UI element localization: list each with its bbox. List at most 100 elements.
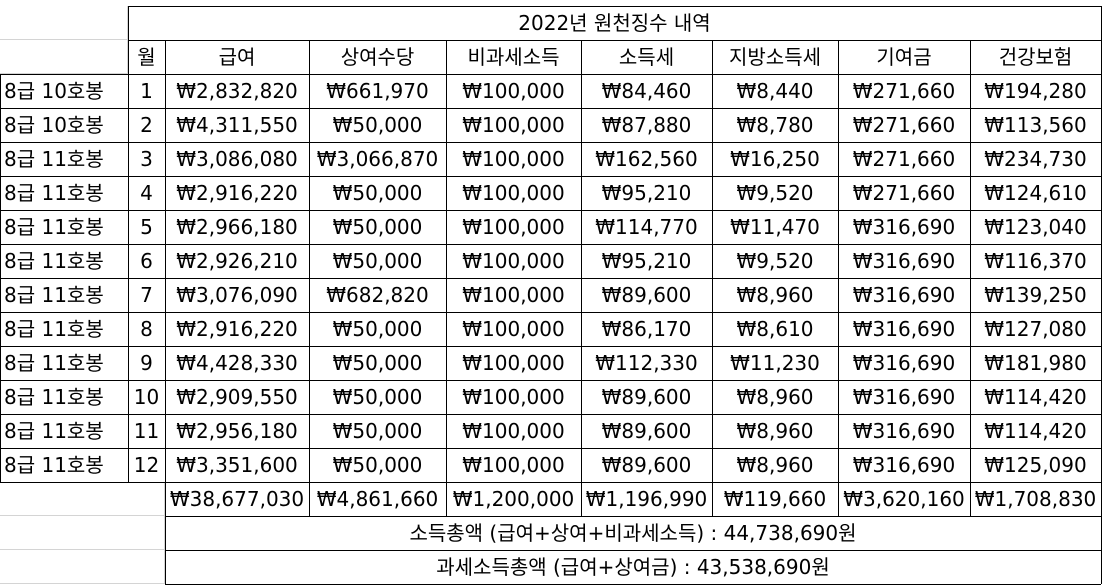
- total-cell[interactable]: ₩1,708,830: [974, 487, 1097, 511]
- column-header[interactable]: 기여금: [876, 45, 932, 69]
- value-cell[interactable]: ₩50,000: [332, 419, 423, 443]
- value-cell[interactable]: ₩100,000: [462, 181, 565, 205]
- value-cell[interactable]: ₩125,090: [984, 453, 1087, 477]
- column-header[interactable]: 비과세소득: [467, 45, 560, 69]
- value-cell[interactable]: ₩3,351,600: [176, 453, 298, 477]
- value-cell[interactable]: ₩9,520: [736, 181, 814, 205]
- value-cell[interactable]: ₩100,000: [462, 283, 565, 307]
- value-cell[interactable]: ₩100,000: [462, 215, 565, 239]
- column-header[interactable]: 월: [137, 45, 156, 69]
- month-cell[interactable]: 10: [133, 385, 160, 409]
- value-cell[interactable]: ₩87,880: [601, 113, 692, 137]
- grade-cell[interactable]: 8급 11호봉: [4, 249, 104, 273]
- value-cell[interactable]: ₩50,000: [332, 181, 423, 205]
- month-cell[interactable]: 9: [140, 351, 153, 375]
- value-cell[interactable]: ₩162,560: [595, 147, 698, 171]
- value-cell[interactable]: ₩661,970: [326, 79, 429, 103]
- value-cell[interactable]: ₩50,000: [332, 215, 423, 239]
- value-cell[interactable]: ₩100,000: [462, 147, 565, 171]
- value-cell[interactable]: ₩2,956,180: [176, 419, 298, 443]
- value-cell[interactable]: ₩50,000: [332, 249, 423, 273]
- value-cell[interactable]: ₩113,560: [984, 113, 1087, 137]
- month-cell[interactable]: 1: [140, 79, 153, 103]
- grade-cell[interactable]: 8급 11호봉: [4, 351, 104, 375]
- grade-cell[interactable]: 8급 10호봉: [4, 113, 104, 137]
- value-cell[interactable]: ₩123,040: [984, 215, 1087, 239]
- value-cell[interactable]: ₩682,820: [326, 283, 429, 307]
- table-title[interactable]: 2022년 원천징수 내역: [518, 11, 711, 35]
- value-cell[interactable]: ₩100,000: [462, 79, 565, 103]
- value-cell[interactable]: ₩194,280: [984, 79, 1087, 103]
- month-cell[interactable]: 5: [140, 215, 153, 239]
- value-cell[interactable]: ₩4,428,330: [176, 351, 298, 375]
- total-cell[interactable]: ₩1,196,990: [585, 487, 708, 511]
- grade-cell[interactable]: 8급 11호봉: [4, 419, 104, 443]
- value-cell[interactable]: ₩112,330: [595, 351, 698, 375]
- value-cell[interactable]: ₩271,660: [852, 113, 956, 137]
- value-cell[interactable]: ₩89,600: [601, 453, 692, 477]
- value-cell[interactable]: ₩50,000: [332, 385, 423, 409]
- grade-cell[interactable]: 8급 11호봉: [4, 317, 104, 341]
- value-cell[interactable]: ₩50,000: [332, 113, 423, 137]
- month-cell[interactable]: 3: [140, 147, 153, 171]
- value-cell[interactable]: ₩3,086,080: [176, 147, 298, 171]
- grade-cell[interactable]: 8급 11호봉: [4, 385, 104, 409]
- value-cell[interactable]: ₩316,690: [852, 453, 956, 477]
- month-cell[interactable]: 2: [140, 113, 153, 137]
- value-cell[interactable]: ₩8,960: [736, 419, 814, 443]
- value-cell[interactable]: ₩100,000: [462, 113, 565, 137]
- value-cell[interactable]: ₩100,000: [462, 453, 565, 477]
- value-cell[interactable]: ₩8,960: [736, 385, 814, 409]
- month-cell[interactable]: 6: [140, 249, 153, 273]
- total-cell[interactable]: ₩1,200,000: [452, 487, 575, 511]
- column-header[interactable]: 상여수당: [340, 45, 415, 69]
- column-header[interactable]: 건강보험: [998, 45, 1073, 69]
- grade-cell[interactable]: 8급 11호봉: [4, 147, 104, 171]
- empty-cell[interactable]: [128, 482, 165, 516]
- value-cell[interactable]: ₩114,770: [595, 215, 698, 239]
- grade-cell[interactable]: 8급 10호봉: [4, 79, 104, 103]
- value-cell[interactable]: ₩8,440: [736, 79, 814, 103]
- value-cell[interactable]: ₩8,610: [736, 317, 814, 341]
- grade-cell[interactable]: 8급 11호봉: [4, 215, 104, 239]
- month-cell[interactable]: 11: [133, 419, 160, 443]
- total-cell[interactable]: ₩119,660: [723, 487, 827, 511]
- value-cell[interactable]: ₩89,600: [601, 385, 692, 409]
- value-cell[interactable]: ₩2,832,820: [176, 79, 298, 103]
- value-cell[interactable]: ₩316,690: [852, 351, 956, 375]
- value-cell[interactable]: ₩8,960: [736, 453, 814, 477]
- value-cell[interactable]: ₩2,926,210: [176, 249, 298, 273]
- value-cell[interactable]: ₩127,080: [984, 317, 1087, 341]
- value-cell[interactable]: ₩50,000: [332, 453, 423, 477]
- value-cell[interactable]: ₩271,660: [852, 147, 956, 171]
- value-cell[interactable]: ₩100,000: [462, 351, 565, 375]
- month-cell[interactable]: 4: [140, 181, 153, 205]
- value-cell[interactable]: ₩3,076,090: [176, 283, 298, 307]
- value-cell[interactable]: ₩3,066,870: [316, 147, 439, 171]
- value-cell[interactable]: ₩11,230: [730, 351, 820, 375]
- total-cell[interactable]: ₩38,677,030: [169, 487, 305, 511]
- value-cell[interactable]: ₩89,600: [601, 283, 692, 307]
- value-cell[interactable]: ₩316,690: [852, 215, 956, 239]
- month-cell[interactable]: 7: [140, 283, 153, 307]
- column-header[interactable]: 소득세: [618, 45, 675, 69]
- total-cell[interactable]: ₩4,861,660: [316, 487, 439, 511]
- value-cell[interactable]: ₩316,690: [852, 385, 956, 409]
- grade-cell[interactable]: 8급 11호봉: [4, 453, 104, 477]
- value-cell[interactable]: ₩11,470: [730, 215, 820, 239]
- value-cell[interactable]: ₩2,909,550: [176, 385, 298, 409]
- value-cell[interactable]: ₩316,690: [852, 317, 956, 341]
- value-cell[interactable]: ₩2,966,180: [176, 215, 298, 239]
- empty-cell[interactable]: [0, 6, 128, 40]
- grade-cell[interactable]: 8급 11호봉: [4, 283, 104, 307]
- value-cell[interactable]: ₩2,916,220: [176, 181, 298, 205]
- value-cell[interactable]: ₩100,000: [462, 385, 565, 409]
- total-cell[interactable]: ₩3,620,160: [843, 487, 965, 511]
- taxable-total[interactable]: 과세소득총액 (급여+상여금) : 43,538,690원: [436, 555, 830, 579]
- value-cell[interactable]: ₩271,660: [852, 181, 956, 205]
- column-header[interactable]: 급여: [218, 45, 256, 69]
- value-cell[interactable]: ₩181,980: [984, 351, 1087, 375]
- value-cell[interactable]: ₩95,210: [601, 181, 692, 205]
- value-cell[interactable]: ₩4,311,550: [176, 113, 298, 137]
- value-cell[interactable]: ₩316,690: [852, 283, 956, 307]
